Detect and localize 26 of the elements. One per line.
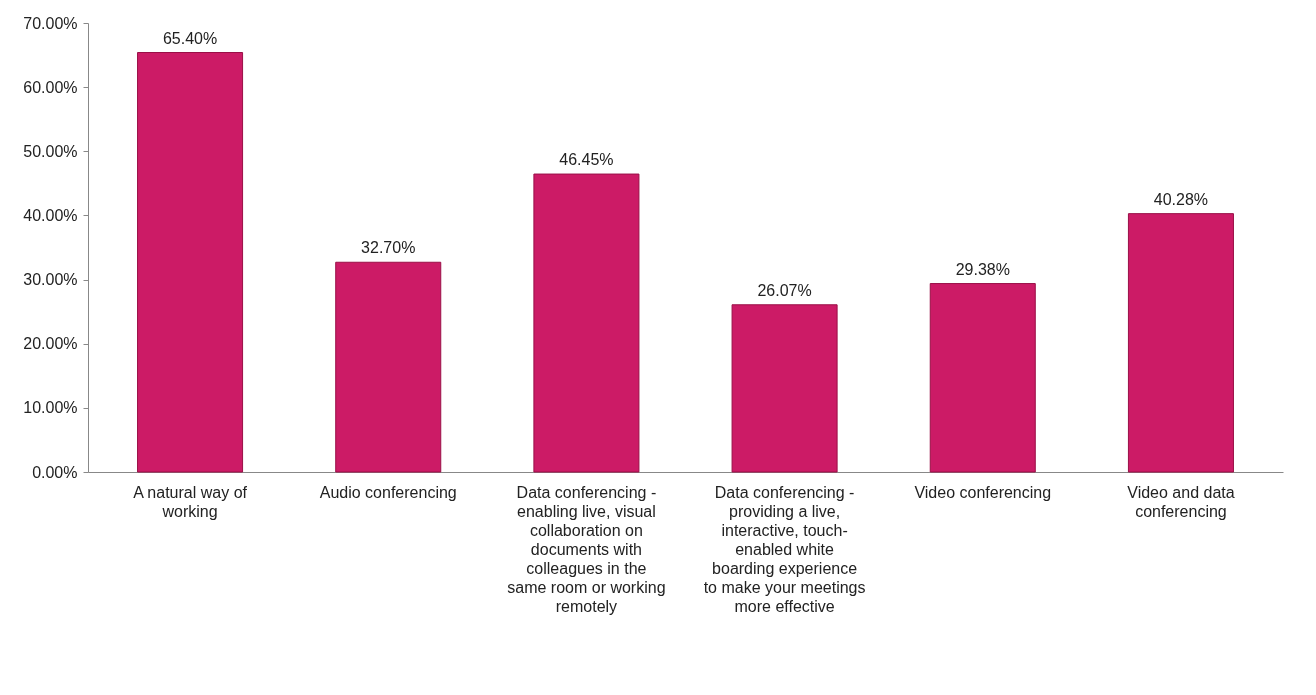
bar xyxy=(929,283,1036,473)
bar xyxy=(731,304,838,473)
bar xyxy=(1127,213,1234,473)
data-label: 46.45% xyxy=(559,151,614,169)
y-tick-label: 60.00% xyxy=(23,78,78,96)
y-tick-label: 30.00% xyxy=(23,271,78,289)
y-tick-label: 50.00% xyxy=(23,142,78,160)
data-label: 65.40% xyxy=(162,29,218,47)
x-tick-label: Data conferencing - enabling live, visual collaboration on documents with colleagues in the same room or working remotely xyxy=(507,483,666,615)
data-label: 29.38% xyxy=(955,260,1010,278)
data-label: 40.28% xyxy=(1153,190,1209,208)
x-tick-label: Audio conferencing xyxy=(319,483,457,501)
y-tick-label: 70.00% xyxy=(23,14,78,32)
data-label: 26.07% xyxy=(757,281,812,299)
data-label: 32.70% xyxy=(361,239,416,257)
y-tick-label: 40.00% xyxy=(23,206,78,224)
x-tick-label: Data conferencing - providing a live, interactive, touch-enabled white boarding experience to make your meetings more effective xyxy=(703,483,866,615)
y-tick-label: 20.00% xyxy=(23,335,78,353)
y-tick-label: 10.00% xyxy=(23,399,78,417)
bar xyxy=(335,261,442,473)
bar xyxy=(137,52,244,473)
x-tick-label: Video conferencing xyxy=(914,483,1052,501)
y-tick-label: 0.00% xyxy=(32,463,78,481)
bar xyxy=(533,173,640,473)
x-tick-label: Video and data conferencing xyxy=(1127,483,1235,520)
x-tick-label: A natural way of working xyxy=(133,483,248,520)
